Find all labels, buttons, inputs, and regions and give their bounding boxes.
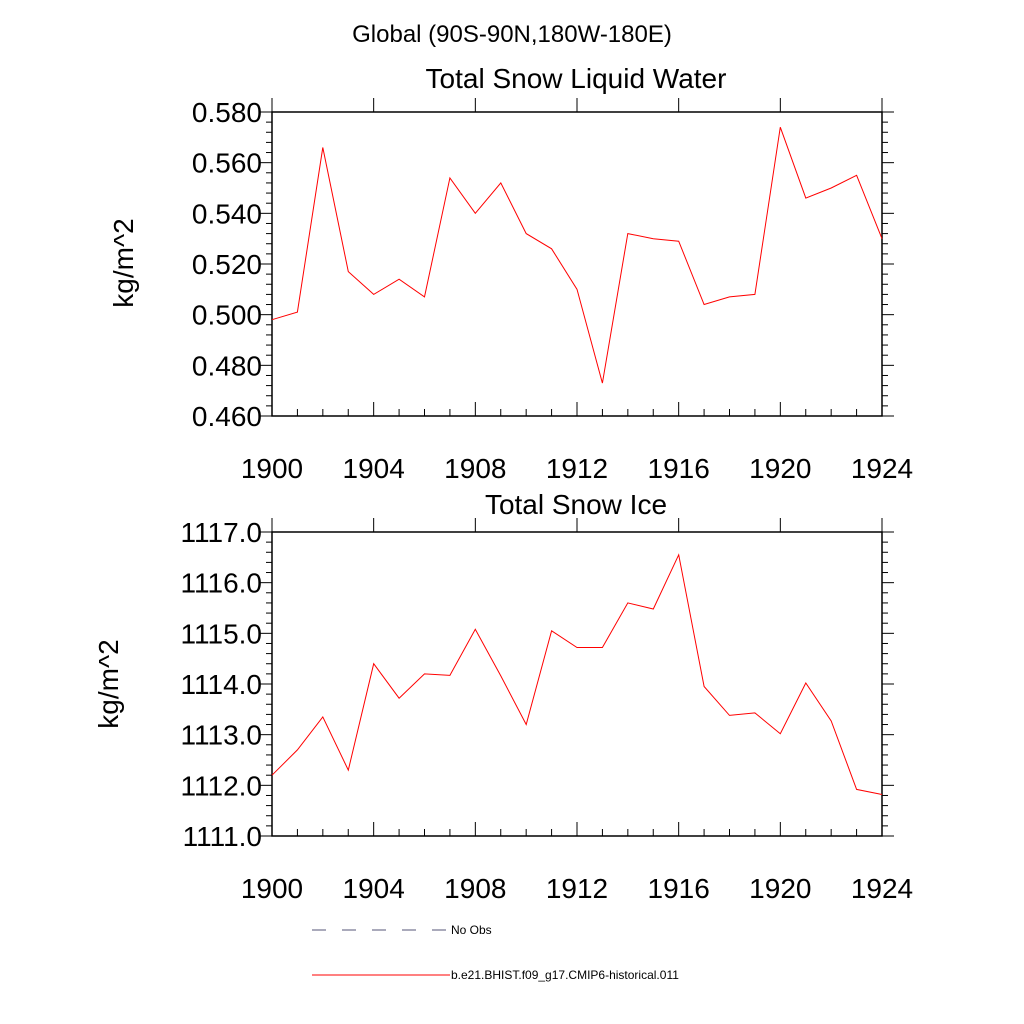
legend-item-no-obs: No Obs (312, 923, 492, 937)
series-layer (271, 553, 883, 795)
y-tick-label: 1116.0 (181, 568, 262, 599)
y-tick-label: 0.500 (192, 300, 262, 331)
x-tick-label: 1900 (241, 453, 303, 484)
x-tick-label: 1904 (343, 453, 405, 484)
x-tick-label: 1900 (241, 873, 303, 904)
plot-frame (271, 111, 883, 417)
x-tick-label: 1916 (648, 453, 710, 484)
x-tick-label: 1924 (851, 453, 913, 484)
y-tick-label: 1112.0 (181, 770, 262, 801)
y-tick-label: 0.560 (192, 148, 262, 179)
axes-frame (271, 111, 883, 417)
x-tick-label: 1912 (546, 453, 608, 484)
chart-title: Total Snow Ice (485, 489, 667, 520)
legend: No Obs b.e21.BHIST.f09_g17.CMIP6-histori… (312, 923, 679, 982)
x-tick-label: 1908 (444, 873, 506, 904)
y-tick-label: 0.520 (192, 249, 262, 280)
x-tick-label: 1920 (749, 873, 811, 904)
tick-labels: 1900 1904 1908 1912 1916 1920 1924 1111.0 1112.0… (181, 517, 914, 904)
x-tick-label: 1908 (444, 453, 506, 484)
y-tick-label: 1117.0 (181, 517, 262, 548)
plot-frame (271, 531, 883, 837)
tick-marks (260, 518, 894, 837)
y-tick-label: 1114.0 (181, 669, 262, 700)
x-tick-label: 1920 (749, 453, 811, 484)
chart-panel-snow-ice: Total Snow Ice kg/m^2 1900 1904 1908 1912 19… (93, 489, 913, 904)
series-line (271, 127, 883, 384)
legend-item-model-run: b.e21.BHIST.f09_g17.CMIP6-historical.011 (312, 968, 679, 982)
y-tick-label: 0.460 (192, 401, 262, 432)
x-tick-label: 1916 (648, 873, 710, 904)
x-tick-label: 1904 (343, 873, 405, 904)
y-axis-label: kg/m^2 (93, 639, 124, 728)
series-layer (271, 127, 883, 384)
x-tick-label: 1924 (851, 873, 913, 904)
tick-marks (260, 98, 894, 417)
series-line (271, 553, 883, 795)
y-tick-label: 0.540 (192, 198, 262, 229)
legend-label: b.e21.BHIST.f09_g17.CMIP6-historical.011 (451, 968, 679, 982)
y-tick-label: 1113.0 (181, 720, 262, 751)
y-tick-label: 1111.0 (183, 821, 262, 852)
y-axis-label: kg/m^2 (108, 218, 139, 307)
chart-title: Total Snow Liquid Water (426, 63, 727, 94)
legend-label: No Obs (451, 923, 492, 937)
figure-suptitle: Global (90S-90N,180W-180E) (352, 21, 672, 48)
axes-frame (271, 531, 883, 837)
chart-panel-snow-liquid-water: Total Snow Liquid Water kg/m^2 1900 1904 1… (108, 63, 913, 484)
y-tick-label: 1115.0 (181, 618, 262, 649)
tick-labels: 1900 1904 1908 1912 1916 1920 1924 0.460 0.480 0.… (192, 97, 913, 484)
y-tick-label: 0.580 (192, 97, 262, 128)
x-tick-label: 1912 (546, 873, 608, 904)
y-tick-label: 0.480 (192, 350, 262, 381)
